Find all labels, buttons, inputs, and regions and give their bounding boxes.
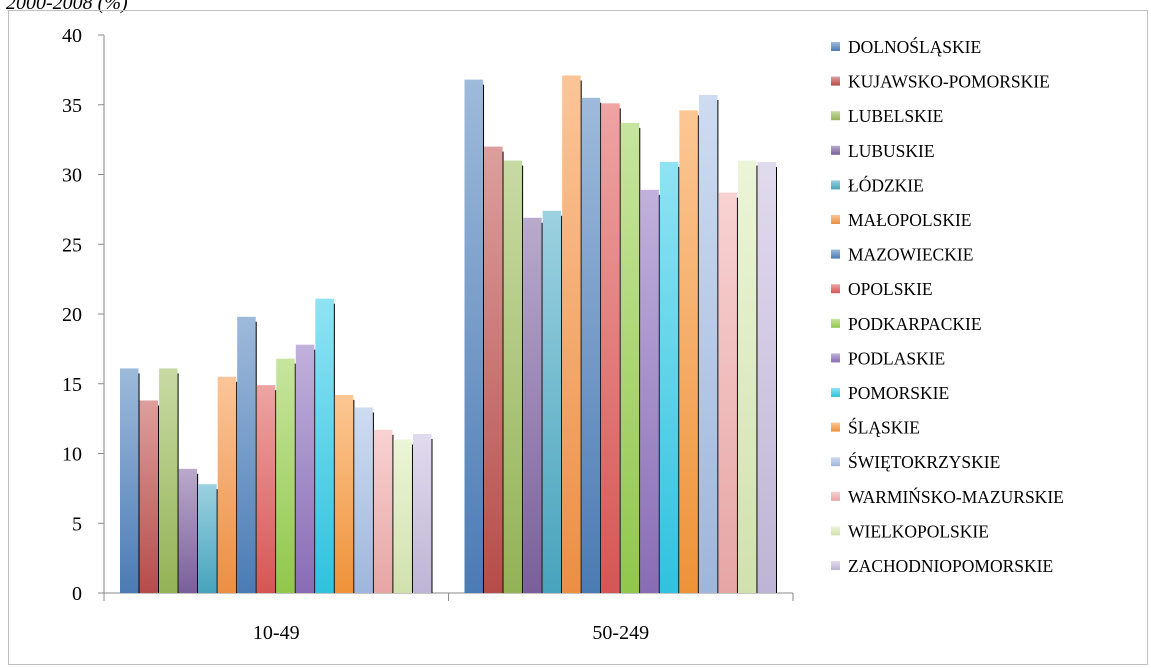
y-tick-label: 20 [62, 304, 82, 326]
y-tick-label: 35 [62, 95, 82, 117]
bar [334, 394, 354, 593]
legend-label: WARMIŃSKO-MAZURSKIE [848, 487, 1064, 507]
bar [276, 358, 295, 593]
legend-label: POMORSKIE [848, 383, 949, 403]
legend-label: WIELKOPOLSKIE [848, 521, 989, 541]
y-tick-label: 25 [62, 234, 82, 256]
legend-swatch [831, 561, 840, 570]
bar [412, 433, 432, 593]
bar [464, 79, 484, 593]
bar [198, 484, 217, 593]
legend-swatch [831, 76, 840, 86]
legend-swatch [831, 388, 840, 397]
bar [620, 122, 640, 593]
y-tick-label: 15 [62, 374, 82, 396]
y-tick-label: 30 [62, 165, 82, 187]
bar [178, 468, 198, 593]
bar [659, 161, 679, 593]
legend-label: LUBELSKIE [848, 106, 943, 126]
legend-swatch [831, 249, 840, 259]
bar [295, 344, 315, 593]
bar [159, 368, 178, 593]
legend-swatch [831, 318, 840, 328]
legend-swatch [831, 457, 840, 467]
legend-swatch [831, 422, 840, 432]
legend-label: LUBUSKIE [848, 141, 935, 161]
legend-label: ŚWIĘTOKRZYSKIE [848, 452, 1000, 472]
legend-label: ZACHODNIOPOMORSKIE [848, 556, 1053, 576]
bar [601, 103, 620, 593]
bar [640, 189, 659, 593]
legend-label: MAZOWIECKIE [848, 245, 973, 265]
y-tick-label: 0 [72, 583, 82, 605]
chart-frame: 0 5 10 15 20 25 30 35 40 10-49 50-249 DOLNOŚLĄSKIE K… [8, 10, 1148, 665]
bar [217, 376, 237, 593]
legend-label: DOLNOŚLĄSKIE [848, 37, 981, 57]
legend-swatch [831, 284, 840, 294]
legend-swatch [831, 526, 840, 536]
bar [120, 368, 139, 593]
legend-swatch [831, 145, 840, 155]
bar [484, 146, 503, 593]
legend-label: ŚLĄSKIE [848, 418, 920, 438]
legend-label: PODKARPACKIE [848, 314, 982, 334]
x-tick-label: 10-49 [253, 622, 300, 644]
legend-label: MAŁOPOLSKIE [848, 210, 971, 230]
legend-label: KUJAWSKO-POMORSKIE [848, 72, 1050, 92]
bar [503, 160, 523, 594]
x-tick-label: 50-249 [592, 622, 649, 644]
bar [256, 385, 276, 593]
y-tick-label: 5 [72, 513, 82, 535]
legend-label: OPOLSKIE [848, 279, 933, 299]
y-tick-label: 10 [62, 444, 82, 466]
legend-swatch [831, 180, 840, 190]
bar [523, 217, 542, 593]
y-tick-label: 40 [62, 25, 82, 47]
bar [581, 97, 601, 594]
bar [698, 94, 718, 594]
bar [757, 161, 776, 593]
bar [139, 400, 159, 593]
bar [562, 75, 581, 593]
legend-swatch [831, 111, 840, 121]
legend-swatch [831, 491, 840, 501]
legend-swatch [831, 353, 840, 363]
legend-label: ŁÓDZKIE [848, 175, 924, 195]
legend-label: PODLASKIE [848, 348, 945, 368]
bar [354, 407, 373, 593]
bar [718, 192, 737, 593]
bar [315, 298, 334, 593]
legend-swatch [831, 215, 840, 224]
bar [542, 210, 562, 593]
bar-chart: 0 5 10 15 20 25 30 35 40 10-49 50-249 DOLNOŚLĄSKIE K… [62, 25, 1064, 644]
legend-swatch [831, 42, 840, 51]
bar [373, 429, 393, 593]
bar [737, 160, 757, 594]
bar [237, 316, 256, 593]
bar [393, 439, 412, 593]
bar [679, 110, 698, 593]
